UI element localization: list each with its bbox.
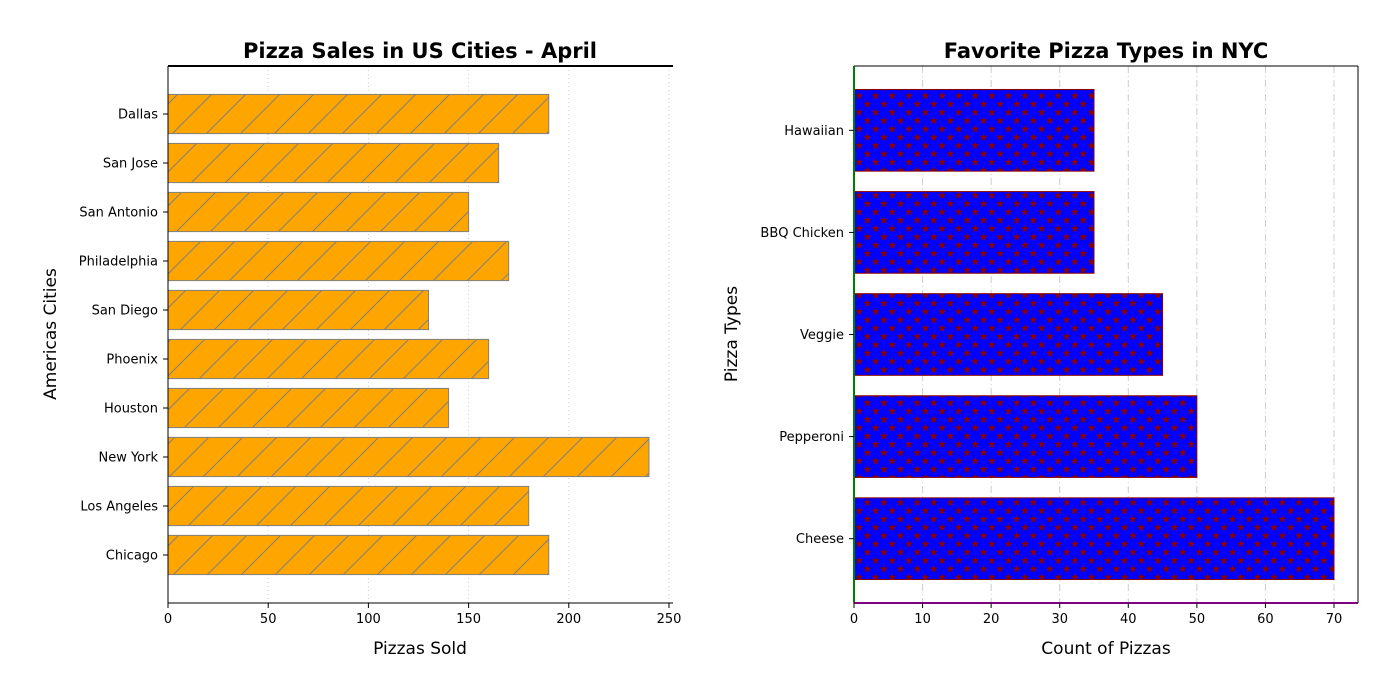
bar-hatch: [853, 88, 1095, 172]
y-tick-label: Hawaiian: [784, 124, 844, 139]
x-tick-label: 70: [1326, 612, 1343, 627]
types-chart-y-ticks: Cheese Pepperoni Veggie BBQ Chicken Hawaiian: [760, 124, 854, 547]
bar-hatch: [167, 93, 550, 135]
types-chart-title: Favorite Pizza Types in NYC: [944, 39, 1269, 63]
y-tick-label: Phoenix: [106, 352, 158, 367]
y-tick-label: Philadelphia: [79, 255, 158, 270]
types-chart-x-ticks: 0 10 20 30 40 50 60 70: [850, 603, 1342, 627]
x-tick-label: 50: [1189, 612, 1206, 627]
bar-hatch: [853, 293, 1164, 376]
bar-hatch: [167, 289, 430, 331]
bar-hatch: [167, 534, 550, 576]
bar-hatch: [853, 497, 1335, 581]
x-tick-label: 40: [1120, 612, 1137, 627]
x-tick-label: 30: [1051, 612, 1068, 627]
bar-hatch: [167, 142, 500, 184]
bar-hatch: [167, 387, 450, 429]
y-tick-label: San Antonio: [79, 206, 158, 221]
y-tick-label: Pepperoni: [779, 430, 844, 445]
x-tick-label: 0: [164, 612, 172, 627]
types-chart-bars: [853, 88, 1335, 581]
bar-hatch: [167, 485, 530, 527]
bar-hatch: [853, 191, 1095, 274]
y-tick-label: Dallas: [118, 108, 158, 123]
city-chart-title: Pizza Sales in US Cities - April: [243, 39, 597, 63]
y-tick-label: BBQ Chicken: [760, 226, 844, 241]
x-tick-label: 60: [1257, 612, 1274, 627]
city-chart-y-ticks: Chicago Los Angeles New York Houston Phoenix…: [79, 108, 168, 563]
x-tick-label: 100: [356, 612, 381, 627]
bar-hatch: [167, 240, 510, 282]
pizza-types-chart: 0 10 20 30 40 50 60 70 Cheese Pepperoni Veggie BBQ…: [722, 39, 1359, 659]
types-chart-x-axis-label: Count of Pizzas: [1041, 639, 1171, 659]
bar-hatch: [167, 436, 650, 478]
types-chart-y-axis-label: Pizza Types: [722, 286, 742, 382]
y-tick-label: New York: [98, 450, 158, 465]
y-tick-label: Veggie: [800, 328, 844, 343]
bar-hatch: [167, 338, 490, 380]
x-tick-label: 10: [914, 612, 931, 627]
city-chart-y-axis-label: Americas Cities: [41, 268, 61, 400]
x-tick-label: 20: [983, 612, 1000, 627]
y-tick-label: Chicago: [106, 548, 158, 563]
y-tick-label: San Jose: [103, 157, 158, 172]
x-tick-label: 50: [260, 612, 277, 627]
y-tick-label: Cheese: [796, 532, 844, 547]
x-tick-label: 250: [657, 612, 682, 627]
city-chart-bars: [167, 93, 650, 576]
y-tick-label: Los Angeles: [80, 499, 158, 514]
y-tick-label: San Diego: [92, 304, 158, 319]
city-chart-x-axis-label: Pizzas Sold: [373, 639, 467, 659]
city-chart-x-ticks: 0 50 100 150 200 250: [164, 603, 682, 627]
bar-hatch: [853, 395, 1198, 478]
city-sales-chart: 0 50 100 150 200 250 Chicago Los Angeles New Yo…: [41, 39, 681, 659]
bar-hatch: [167, 191, 470, 233]
x-tick-label: 150: [456, 612, 481, 627]
x-tick-label: 200: [556, 612, 581, 627]
y-tick-label: Houston: [104, 401, 158, 416]
x-tick-label: 0: [850, 612, 858, 627]
